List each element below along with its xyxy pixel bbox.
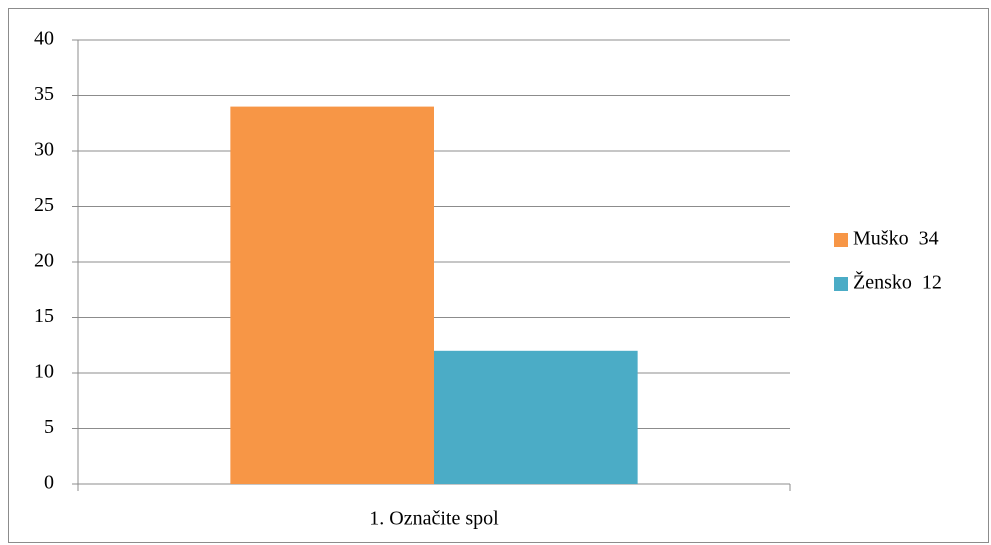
y-tick-label: 0 (44, 472, 54, 494)
legend-swatch (834, 233, 848, 247)
y-tick-label: 20 (34, 250, 54, 272)
legend-label: Žensko 12 (853, 271, 942, 294)
y-tick-label: 35 (34, 83, 54, 105)
y-tick-label: 10 (34, 361, 54, 383)
legend-swatch (834, 277, 848, 291)
bar (230, 106, 434, 484)
y-tick-label: 40 (34, 28, 54, 50)
y-tick-label: 25 (34, 194, 54, 216)
y-tick-label: 15 (34, 305, 54, 327)
legend-label: Muško 34 (853, 228, 939, 250)
y-tick-label: 30 (34, 139, 54, 161)
bar (434, 350, 638, 484)
x-tick-label: 1. Označite spol (369, 508, 499, 530)
y-tick-label: 5 (44, 416, 54, 438)
